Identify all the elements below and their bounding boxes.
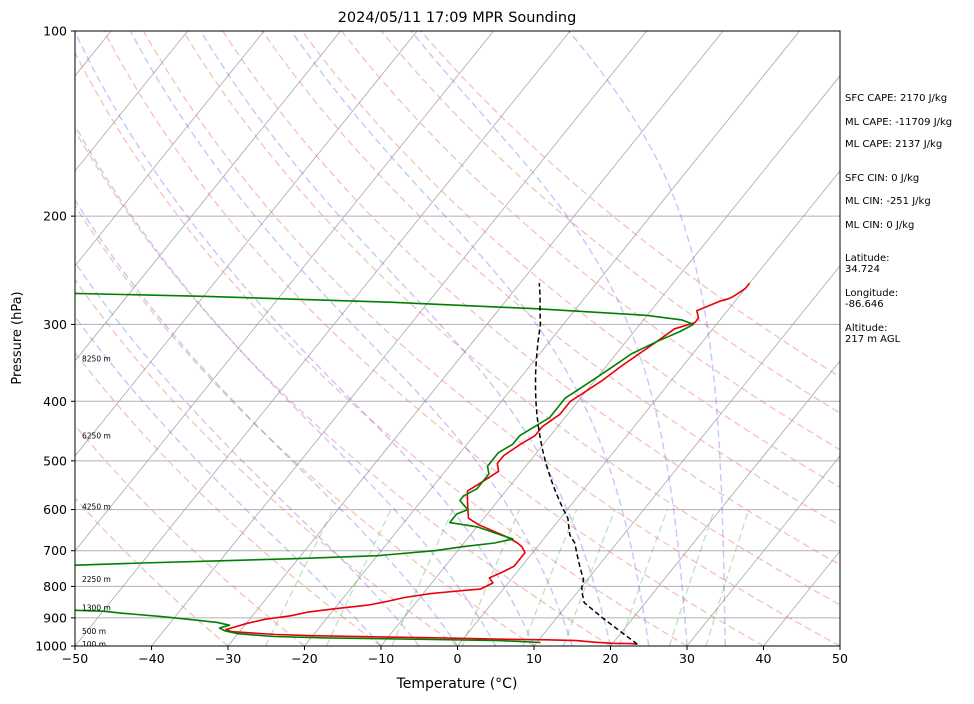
mixing-ratio-line <box>564 510 615 646</box>
temperature-profile <box>226 283 750 644</box>
isotherm-gridline <box>75 31 570 646</box>
moist-adiabat-line <box>0 121 381 646</box>
moist-adiabat-line <box>411 31 687 646</box>
y-tick-label: 300 <box>43 317 67 332</box>
x-tick-label: −10 <box>368 651 394 666</box>
moist-adiabat-line <box>291 31 649 646</box>
ml-cape-label-2: ML CAPE: 2137 J/kg <box>845 139 942 150</box>
y-tick-label: 1000 <box>35 639 67 654</box>
height-label: 100 m <box>82 640 106 649</box>
sfc-cape-label: SFC CAPE: 2170 J/kg <box>845 93 947 104</box>
isotherm-gridline <box>381 31 876 646</box>
ml-cape-label: ML CAPE: -11709 J/kg <box>845 117 952 128</box>
height-label: 2250 m <box>82 575 111 584</box>
dewpoint-profile <box>0 291 693 642</box>
x-tick-label: 0 <box>454 651 462 666</box>
isotherm-gridline <box>0 31 494 646</box>
x-tick-label: 10 <box>526 651 542 666</box>
ml-cin-label-2: ML CIN: 0 J/kg <box>845 220 914 231</box>
y-tick-label: 400 <box>43 394 67 409</box>
x-tick-label: −40 <box>138 651 164 666</box>
chart-title: 2024/05/11 17:09 MPR Sounding <box>338 10 577 26</box>
mixing-ratio-line <box>523 510 577 646</box>
x-axis-label: Temperature (°C) <box>396 676 518 692</box>
y-tick-label: 800 <box>43 579 67 594</box>
height-label: 6250 m <box>82 432 111 441</box>
height-label: 8250 m <box>82 355 111 364</box>
height-label: 1300 m <box>82 603 111 612</box>
longitude-label: Longitude: -86.646 <box>845 288 898 310</box>
y-tick-label: 700 <box>43 543 67 558</box>
altitude-label: Altitude: 217 m AGL <box>845 323 900 345</box>
y-tick-label: 900 <box>43 610 67 625</box>
height-label: 4250 m <box>82 502 111 511</box>
dry-adiabat-line <box>143 31 840 646</box>
isotherm-gridline <box>0 31 188 646</box>
x-tick-label: 30 <box>679 651 695 666</box>
latitude-label: Latitude: 34.724 <box>845 253 890 275</box>
height-label: 500 m <box>82 627 106 636</box>
y-tick-label: 500 <box>43 453 67 468</box>
dry-adiabat-line <box>25 31 611 646</box>
x-tick-label: −20 <box>291 651 317 666</box>
x-tick-label: 20 <box>603 651 619 666</box>
y-tick-label: 100 <box>43 24 67 39</box>
mixing-ratio-line <box>266 510 334 646</box>
moist-adiabat-line <box>34 44 495 646</box>
dry-adiabat-line <box>183 31 916 646</box>
moist-adiabat-line <box>0 101 419 646</box>
y-tick-label: 200 <box>43 209 67 224</box>
moist-adiabat-line <box>6 68 458 646</box>
x-tick-label: 40 <box>756 651 772 666</box>
moist-adiabat-line <box>569 31 726 646</box>
moist-adiabat-line <box>130 31 572 646</box>
y-axis-label: Pressure (hPa) <box>10 291 25 384</box>
x-tick-label: 50 <box>832 651 848 666</box>
ml-cin-label: ML CIN: -251 J/kg <box>845 196 931 207</box>
x-tick-label: −30 <box>215 651 241 666</box>
y-tick-label: 600 <box>43 502 67 517</box>
isotherm-gridline <box>228 31 723 646</box>
sfc-cin-label: SFC CIN: 0 J/kg <box>845 173 919 184</box>
